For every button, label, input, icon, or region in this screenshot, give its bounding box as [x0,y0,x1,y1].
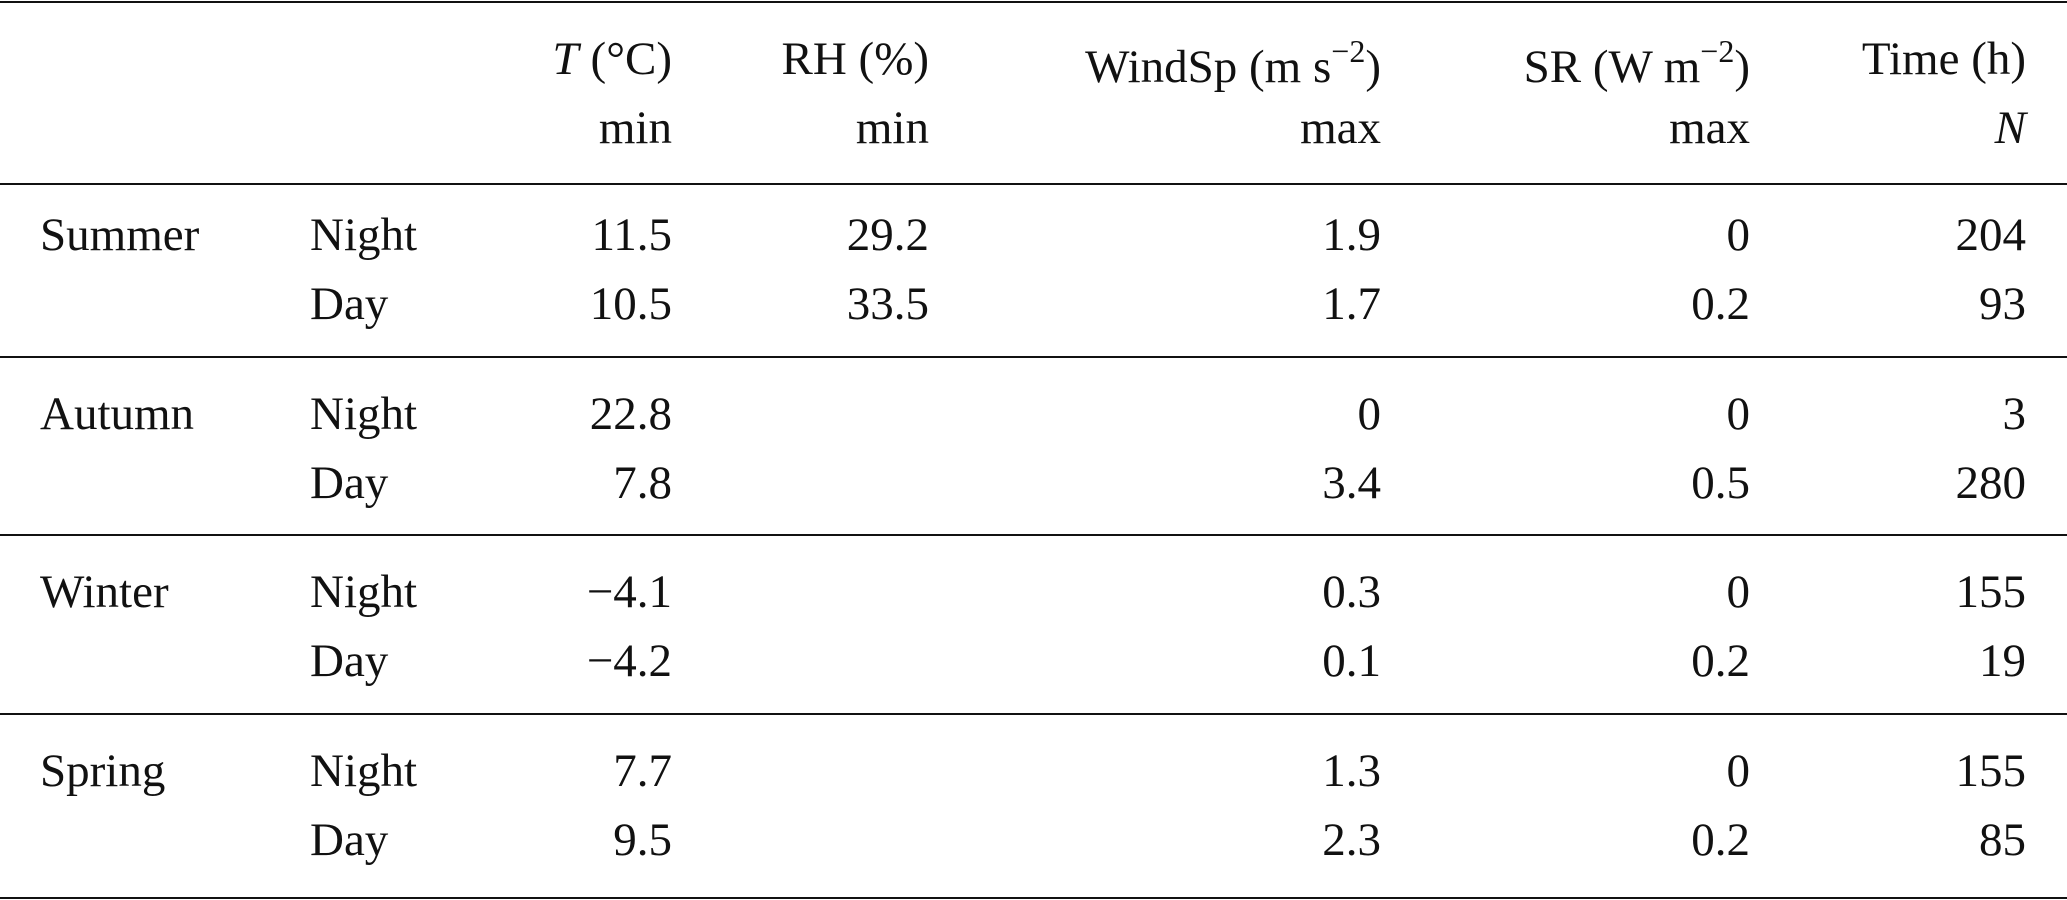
header-text: RH (%) [781,33,930,85]
cell: 0 [1726,744,1751,797]
cell: 3.4 [1322,456,1381,509]
column-stat: N [1994,102,2026,154]
period-label: Night [310,744,418,797]
cell: 0.1 [1322,635,1381,687]
period-label: Night [310,209,418,261]
cell: 204 [1955,209,2027,261]
header-text: WindSp (m s [1085,41,1332,93]
cell: 0.2 [1691,635,1750,687]
column-header: RH (%) [782,29,930,89]
period-label: Night [310,387,418,440]
season-label: Winter [40,566,169,618]
cell: −4.1 [586,566,672,618]
season-label: Summer [40,209,200,261]
period-label: Day [310,813,389,866]
column-header: WindSp (m s−2) [1085,21,1381,97]
cell: 1.3 [1322,744,1381,797]
group-rule [0,355,2067,358]
header-rule [0,183,2067,185]
header-text: −2 [1700,33,1735,69]
column-header: T (°C) [552,29,672,89]
cell: 0 [1726,209,1751,261]
cell: 9.5 [613,813,672,866]
cell: 11.5 [591,209,672,261]
column-stat: max [1669,102,1750,154]
header-text: (°C) [590,33,672,85]
cell: 93 [1979,278,2026,330]
cell: 22.8 [589,387,672,440]
column-header: SR (W m−2) [1524,21,1750,97]
period-label: Day [310,635,389,687]
column-stat: max [1300,102,1381,154]
cell: 0 [1726,566,1751,618]
group-rule [0,534,2067,536]
bottom-rule [0,897,2067,899]
cell: 3 [2002,387,2027,440]
header-text: ) [1734,41,1750,93]
cell: 155 [1955,744,2027,797]
cell: 0 [1726,387,1751,440]
season-label: Spring [40,744,166,797]
cell: 2.3 [1322,813,1381,866]
cell: 0.2 [1691,278,1750,330]
cell: 1.7 [1322,278,1381,330]
column-stat: min [855,102,929,154]
cell: −4.2 [586,635,672,687]
header-text: ) [1365,41,1381,93]
period-label: Night [310,566,418,618]
header-text: Time (h) [1861,33,2026,85]
cell: 10.5 [589,278,672,330]
column-header: Time (h) [1862,29,2026,89]
cell: 33.5 [846,278,929,330]
cell: 85 [1979,813,2026,866]
column-stat: min [598,102,672,154]
cell: 29.2 [846,209,929,261]
cell: 0.5 [1691,456,1750,509]
cell: 7.7 [613,744,672,797]
cell: 0.2 [1691,813,1750,866]
group-rule [0,712,2067,715]
cell: 280 [1955,456,2027,509]
cell: 19 [1979,635,2026,687]
header-text: −2 [1331,33,1366,69]
period-label: Day [310,278,389,330]
top-rule [0,1,2067,3]
period-label: Day [310,456,389,509]
cell: 0 [1357,387,1382,440]
header-text: T [552,33,579,85]
season-label: Autumn [40,387,195,440]
cell: 7.8 [613,456,672,509]
cell: 155 [1955,566,2027,618]
cell: 1.9 [1322,209,1381,261]
cell: 0.3 [1322,566,1381,618]
header-text: SR (W m [1523,41,1701,93]
